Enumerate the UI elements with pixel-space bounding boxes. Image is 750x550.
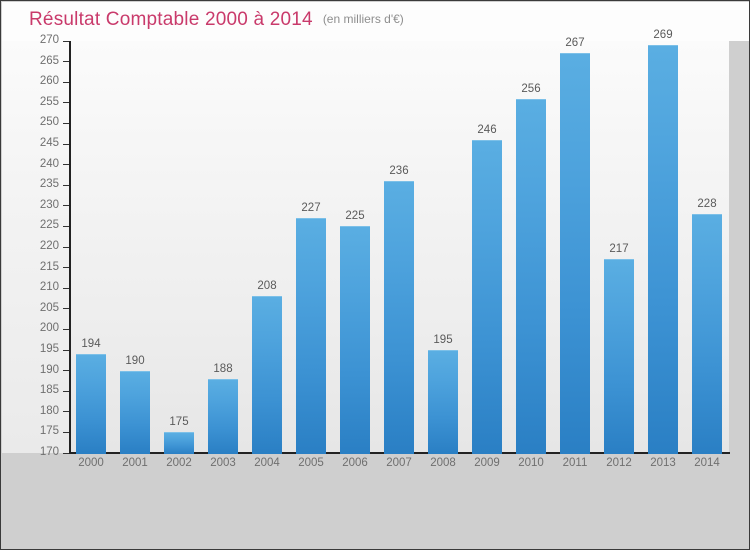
bar-value-label: 227: [301, 202, 321, 215]
x-axis-tick-label: 2009: [474, 457, 500, 469]
title-group: Résultat Comptable 2000 à 2014 (en millie…: [29, 9, 404, 31]
y-axis-tick-label: 185: [39, 384, 59, 397]
bar-value-label: 175: [169, 416, 189, 429]
page-title: Résultat Comptable 2000 à 2014: [29, 9, 313, 30]
bar-2007[interactable]: [384, 181, 414, 454]
bar-value-label: 236: [389, 165, 409, 178]
bar-2000[interactable]: [76, 354, 106, 454]
x-axis-tick-label: 2001: [122, 457, 148, 469]
bar-value-label: 188: [213, 362, 233, 375]
bar-value-label: 190: [125, 354, 145, 367]
y-axis-tick-label: 235: [39, 178, 59, 191]
x-axis-tick-label: 2008: [430, 457, 456, 469]
bar-value-label: 256: [521, 82, 541, 95]
bar-2013[interactable]: [648, 45, 678, 454]
bar-2014[interactable]: [692, 214, 722, 454]
y-axis-tick: [63, 164, 69, 166]
y-axis-tick-label: 260: [39, 75, 59, 88]
y-axis-tick-label: 225: [39, 219, 59, 232]
chart-subtitle: (en milliers d'€): [322, 12, 404, 26]
y-axis-tick: [63, 225, 69, 227]
y-axis-tick: [63, 246, 69, 248]
y-axis-tick: [63, 452, 69, 454]
bar-value-label: 225: [345, 210, 365, 223]
bar-2005[interactable]: [296, 218, 326, 454]
bar-value-label: 194: [81, 338, 101, 351]
bar-value-label: 208: [257, 280, 277, 293]
bar-2009[interactable]: [472, 139, 502, 454]
y-axis-tick: [63, 308, 69, 310]
y-axis-tick-label: 175: [39, 425, 59, 438]
y-axis-tick: [63, 61, 69, 63]
chart-header: Résultat Comptable 2000 à 2014 (en millie…: [1, 1, 749, 41]
y-axis-line: [69, 41, 71, 454]
x-axis-tick-label: 2002: [166, 457, 192, 469]
x-axis-tick-label: 2013: [650, 457, 676, 469]
bar-2010[interactable]: [516, 98, 546, 454]
x-axis-tick-label: 2011: [562, 457, 588, 469]
x-axis-tick-label: 2003: [210, 457, 236, 469]
x-axis-tick-label: 2005: [298, 457, 324, 469]
y-axis-tick-label: 210: [39, 281, 59, 294]
y-axis-tick: [63, 287, 69, 289]
chart-footer: ALLèGRE Proiti: [2, 477, 749, 549]
bar-2006[interactable]: [340, 226, 370, 454]
y-axis-tick-label: 220: [39, 240, 59, 252]
y-axis-tick-label: 170: [39, 446, 59, 458]
y-axis-tick-label: 255: [39, 95, 59, 108]
bar-2004[interactable]: [252, 296, 282, 454]
y-axis-tick: [63, 390, 69, 392]
x-axis-tick-label: 2007: [386, 457, 412, 469]
bar-2003[interactable]: [208, 378, 238, 454]
bar-value-label: 246: [477, 123, 497, 136]
y-axis-labels: 170 175 180 185 190 195 200 205 210 215 220 225 230 2…: [1, 1, 69, 458]
bar-value-label: 269: [653, 29, 673, 42]
y-axis-tick-label: 270: [39, 34, 59, 46]
bar-value-label: 228: [697, 198, 717, 211]
bar-2008[interactable]: [428, 350, 458, 454]
y-axis-tick: [63, 102, 69, 104]
bar-value-label: 195: [433, 334, 453, 346]
y-axis-tick: [63, 349, 69, 351]
x-axis-tick-label: 2006: [342, 457, 368, 469]
x-axis-tick-label: 2014: [694, 457, 720, 469]
y-axis-tick: [63, 411, 69, 413]
y-axis-tick: [63, 267, 69, 269]
y-axis-tick-label: 180: [39, 404, 59, 417]
x-axis-tick-label: 2010: [518, 457, 544, 469]
y-axis-tick: [63, 143, 69, 145]
bar-value-label: 267: [565, 37, 585, 50]
y-axis-tick-label: 240: [39, 157, 59, 170]
bar-value-label: 217: [609, 243, 629, 256]
y-axis-tick: [63, 328, 69, 330]
x-axis-tick-label: 2004: [254, 457, 280, 469]
y-axis-tick: [63, 370, 69, 372]
y-axis-tick-label: 190: [39, 363, 59, 376]
y-axis-tick: [63, 40, 69, 42]
y-axis-tick-label: 250: [39, 116, 59, 129]
y-axis-tick-label: 205: [39, 301, 59, 314]
y-axis-tick-label: 230: [39, 198, 59, 211]
bar-2002[interactable]: [164, 432, 194, 454]
y-axis-tick: [63, 184, 69, 186]
x-axis-tick-label: 2012: [606, 457, 632, 469]
y-axis-tick: [63, 81, 69, 83]
y-axis-gutter-background: [2, 41, 69, 453]
y-axis-tick: [63, 205, 69, 207]
bar-2012[interactable]: [604, 259, 634, 454]
bar-2011[interactable]: [560, 53, 590, 454]
y-axis-tick: [63, 122, 69, 124]
y-axis-tick-label: 265: [39, 54, 59, 67]
y-axis-tick-label: 215: [39, 260, 59, 273]
y-axis-tick: [63, 431, 69, 433]
y-axis-tick-label: 245: [39, 137, 59, 149]
x-axis-tick-label: 2000: [78, 457, 104, 469]
bar-2001[interactable]: [120, 370, 150, 454]
y-axis-tick-label: 200: [39, 322, 59, 335]
header-background: [2, 2, 749, 41]
y-axis-tick-label: 195: [39, 343, 59, 355]
